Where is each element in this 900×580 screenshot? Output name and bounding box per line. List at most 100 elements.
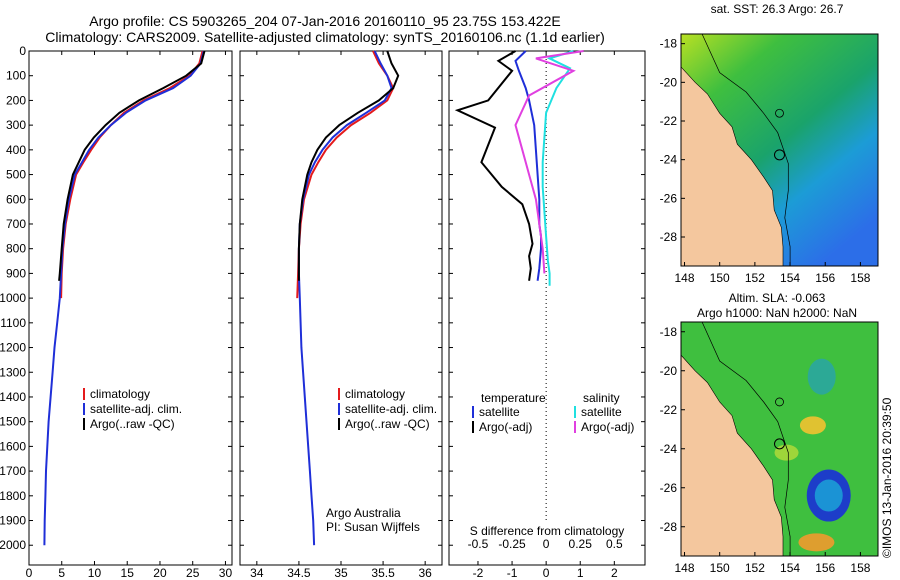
- map-frame: [680, 321, 879, 557]
- shelf-contour: [701, 33, 791, 266]
- y-tick-label: 900: [6, 266, 26, 280]
- x-tick-label: 1: [577, 566, 584, 580]
- sst-map-title: sat. SST: 26.3 Argo: 26.7: [710, 2, 844, 16]
- series-line-t-argo-adj-: [454, 50, 534, 281]
- y-tick-label: 1200: [0, 341, 26, 355]
- map-x-tick-label: 158: [850, 561, 870, 575]
- map-y-tick-label: -20: [660, 364, 678, 378]
- legend-label: Argo(-adj): [479, 420, 532, 434]
- y-tick-label: 700: [6, 217, 26, 231]
- map-x-tick-label: 154: [780, 561, 800, 575]
- x-tick-label: 34.5: [287, 566, 311, 580]
- y-tick-label: 1400: [0, 390, 26, 404]
- x-tick-label-top: 0: [543, 537, 550, 551]
- argo-position-marker: [774, 438, 785, 450]
- y-tick-label: 300: [6, 118, 26, 132]
- x-tick-label: 10: [88, 566, 102, 580]
- map-x-tick-label: 156: [815, 271, 835, 285]
- y-tick-label: 1500: [0, 415, 26, 429]
- plot-frame: [28, 50, 233, 566]
- x-tick-label-top: -0.25: [498, 537, 526, 551]
- legend-label: Argo(..raw -QC): [345, 417, 430, 431]
- map-x-tick-label: 152: [745, 271, 765, 285]
- y-tick-label: 400: [6, 143, 26, 157]
- x-tick-label: -1: [507, 566, 518, 580]
- shelf-contour: [701, 321, 791, 556]
- legend-label: satellite-adj. clim.: [90, 402, 182, 416]
- x-tick-label: 20: [153, 566, 167, 580]
- plot-frame: [448, 50, 646, 566]
- sst-map: 148 150 152 154 156 158 -18 -20 -22 -24 -26 -28: [660, 33, 879, 285]
- argo-position-marker: [774, 149, 785, 161]
- legend-header: temperature: [481, 391, 546, 405]
- x-tick-label: 2: [611, 566, 618, 580]
- y-tick-label: 0: [19, 44, 26, 58]
- chart-title-line1: Argo profile: CS 5903265_204 07-Jan-2016…: [89, 13, 561, 29]
- legend-label: Argo(-adj): [581, 420, 634, 434]
- legend-label: climatology: [90, 387, 150, 401]
- map-y-tick-label: -22: [660, 114, 678, 128]
- y-tick-label: 1700: [0, 464, 26, 478]
- sla-anomaly-blob: [807, 358, 836, 395]
- panel-salinity-profile: 3434.53535.536salinityclimatologysatelli…: [239, 50, 443, 580]
- map-y-tick-label: -20: [660, 75, 678, 89]
- map-x-tick-label: 148: [675, 561, 695, 575]
- series-line-argo-raw-qc-: [297, 50, 400, 281]
- map-y-tick-label: -28: [660, 230, 678, 244]
- imos-timestamp: ©IMOS 13-Jan-2016 20:39:50: [880, 397, 894, 558]
- map-x-tick-label: 150: [710, 271, 730, 285]
- series-line-satellite-adj-clim-: [43, 50, 205, 546]
- sla-map-title-line1: Altim. SLA: -0.063: [728, 291, 826, 305]
- contour-ring: [775, 108, 784, 118]
- x-tick-label: 0: [543, 566, 550, 580]
- y-tick-label: 1000: [0, 291, 26, 305]
- legend-label: climatology: [345, 387, 405, 401]
- x-tick-label: 36: [418, 566, 432, 580]
- map-frame: [680, 33, 879, 267]
- map-y-tick-label: -24: [660, 442, 678, 456]
- map-y-tick-label: -28: [660, 520, 678, 534]
- map-y-tick-label: -18: [660, 37, 678, 51]
- x-tick-label: 5: [58, 566, 65, 580]
- chart-title-line2: Climatology: CARS2009. Satellite-adjuste…: [45, 29, 605, 45]
- panel-difference-profile: -2 -1 0 1 2 -0.5 -0.25 0 0.25 0.5S difference fro…: [448, 50, 646, 580]
- map-y-tick-label: -26: [660, 191, 678, 205]
- x-tick-label: 0: [26, 566, 33, 580]
- map-y-tick-label: -24: [660, 153, 678, 167]
- legend-label: satellite: [479, 405, 520, 419]
- y-tick-label: 500: [6, 168, 26, 182]
- x-tick-label-top: 0.5: [606, 537, 623, 551]
- legend-label: satellite: [581, 405, 622, 419]
- land-mass: [680, 34, 784, 267]
- x-tick-label: 25: [186, 566, 200, 580]
- y-tick-label: 1900: [0, 514, 26, 528]
- sla-anomaly-blob: [799, 416, 826, 435]
- y-tick-label: 1100: [0, 316, 26, 330]
- y-tick-label: 200: [6, 93, 26, 107]
- y-tick-label: 1300: [0, 365, 26, 379]
- map-y-tick-label: -22: [660, 403, 678, 417]
- annotation-text: PI: Susan Wijffels: [326, 520, 420, 534]
- map-x-tick-label: 152: [745, 561, 765, 575]
- y-tick-label: 100: [6, 69, 26, 83]
- map-x-tick-label: 154: [780, 271, 800, 285]
- y-tick-label: 2000: [0, 538, 26, 552]
- x-tick-label: 34: [250, 566, 264, 580]
- series-line-climatology: [60, 50, 204, 299]
- sla-anomaly-blob: [814, 479, 843, 512]
- sla-map: 148 150 152 154 156 158 -18 -20 -22 -24 -26 -28: [660, 321, 879, 575]
- x-tick-label-top: -0.5: [468, 537, 489, 551]
- y-tick-label: 600: [6, 192, 26, 206]
- y-tick-label: 800: [6, 242, 26, 256]
- y-tick-label: 1600: [0, 439, 26, 453]
- x-tick-label: 35: [334, 566, 348, 580]
- series-line-satellite-adj-clim-: [297, 50, 393, 546]
- x-tick-label: 15: [121, 566, 135, 580]
- series-line-s-satellite: [541, 50, 574, 286]
- x-tick-label: 30: [219, 566, 233, 580]
- map-y-tick-label: -26: [660, 481, 678, 495]
- legend-label: Argo(..raw -QC): [90, 417, 175, 431]
- x-tick-label: 35.5: [371, 566, 395, 580]
- map-y-tick-label: -18: [660, 325, 678, 339]
